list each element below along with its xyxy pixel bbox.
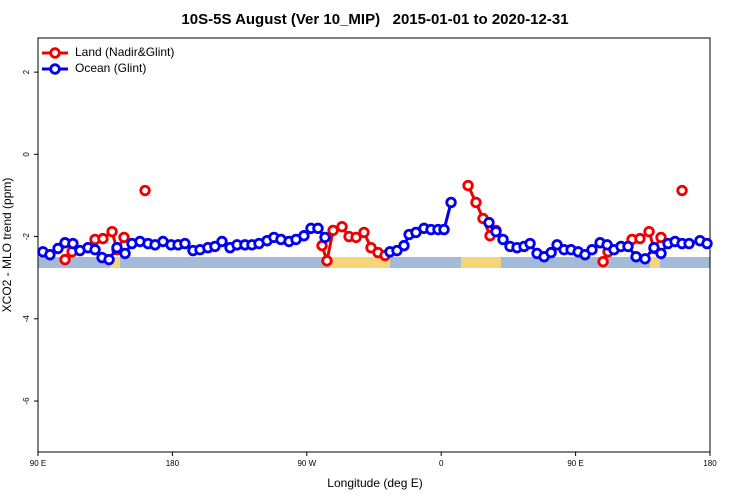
point: [524, 237, 536, 250]
point: [106, 225, 118, 238]
point: [445, 196, 457, 209]
point: [490, 225, 502, 238]
point: [59, 253, 71, 266]
point: [179, 237, 191, 250]
y-tick-label: 0: [22, 152, 31, 157]
point: [497, 233, 509, 246]
point: [634, 232, 646, 245]
x-tick-label: 90 W: [297, 459, 316, 468]
point: [676, 184, 688, 197]
point: [52, 242, 64, 255]
point: [67, 237, 79, 250]
y-axis-label: XCO2 - MLO trend (ppm): [0, 178, 14, 313]
point: [119, 247, 131, 260]
point: [683, 237, 695, 250]
x-tick-label: 180: [703, 459, 717, 468]
point: [216, 235, 228, 248]
point: [312, 222, 324, 235]
point: [655, 247, 667, 260]
point: [438, 223, 450, 236]
point: [358, 226, 370, 239]
point: [655, 231, 667, 244]
point: [701, 237, 713, 250]
point: [336, 221, 348, 233]
point: [327, 224, 339, 237]
point: [643, 225, 655, 238]
land-ocean-strip: [38, 257, 710, 268]
point: [321, 255, 333, 267]
point: [630, 251, 642, 263]
point: [118, 231, 130, 244]
y-tick-label: -4: [22, 315, 31, 323]
legend-label: Ocean (Glint): [75, 61, 146, 75]
chart-title: 10S-5S August (Ver 10_MIP) 2015-01-01 to…: [181, 11, 568, 28]
legend-label: Land (Nadir&Glint): [75, 45, 174, 59]
y-tick-label: -6: [22, 397, 31, 405]
point: [648, 241, 660, 254]
y-tick-label: -2: [22, 232, 31, 240]
x-tick-label: 180: [166, 459, 180, 468]
x-tick-label: 0: [439, 459, 444, 468]
y-tick-label: 2: [22, 69, 31, 74]
point: [470, 196, 482, 209]
x-tick-label: 90 E: [567, 459, 583, 468]
point: [545, 246, 557, 259]
point: [103, 253, 115, 266]
point: [298, 230, 310, 242]
point: [639, 253, 651, 265]
point: [398, 239, 410, 252]
legend-marker: [49, 63, 61, 75]
point: [319, 231, 331, 244]
point: [597, 255, 609, 268]
point: [462, 179, 474, 192]
point: [350, 231, 362, 244]
point: [111, 241, 123, 254]
point: [139, 184, 151, 197]
point: [89, 244, 101, 256]
point: [586, 244, 598, 256]
legend-marker: [49, 47, 61, 59]
x-tick-label: 90 E: [30, 459, 46, 468]
point: [97, 232, 109, 245]
x-axis-label: Longitude (deg E): [327, 476, 422, 490]
point: [622, 240, 634, 253]
point: [44, 248, 56, 261]
point: [483, 216, 495, 229]
